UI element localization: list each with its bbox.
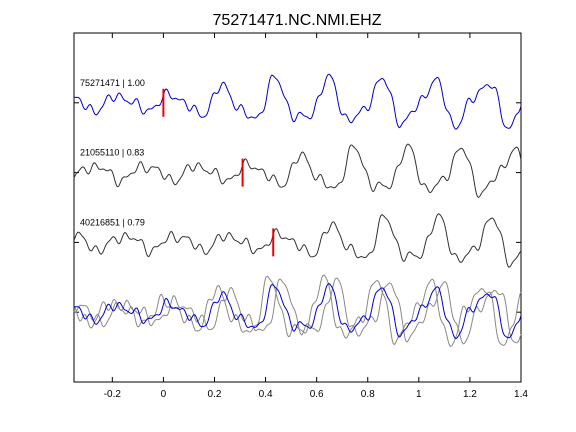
trace-line <box>73 73 522 130</box>
x-tick-label: 0.6 <box>310 389 324 400</box>
chart-title: 75271471.NC.NMI.EHZ <box>213 12 382 29</box>
x-axis-ticks: -0.2 0 0.2 0.4 0.6 0.8 1 1.2 1.4 <box>104 33 528 400</box>
x-tick-label: 1 <box>416 389 422 400</box>
x-tick-label: 1.4 <box>514 389 528 400</box>
plot-frame <box>73 32 522 383</box>
x-tick-label: 0 <box>161 389 167 400</box>
overlay-trace-group <box>73 274 522 348</box>
overlay-trace-line <box>73 277 522 345</box>
trace-label: 75271471 | 1.00 <box>80 78 145 88</box>
trace-label: 21055110 | 0.83 <box>80 148 144 158</box>
trace-group: 75271471 | 1.00 21055110 | 0.83 40216851 |… <box>73 73 522 268</box>
x-tick-label: 0.2 <box>208 389 222 400</box>
overlay-reference-line <box>73 283 522 340</box>
x-tick-label: 0.8 <box>361 389 375 400</box>
x-tick-label: 0.4 <box>259 389 273 400</box>
x-tick-label: 1.2 <box>463 389 477 400</box>
trace-line <box>73 213 522 268</box>
trace-line <box>73 143 522 199</box>
y-axis-ticks <box>74 102 521 313</box>
x-tick-label: -0.2 <box>104 389 122 400</box>
trace-label: 40216851 | 0.79 <box>80 217 145 227</box>
